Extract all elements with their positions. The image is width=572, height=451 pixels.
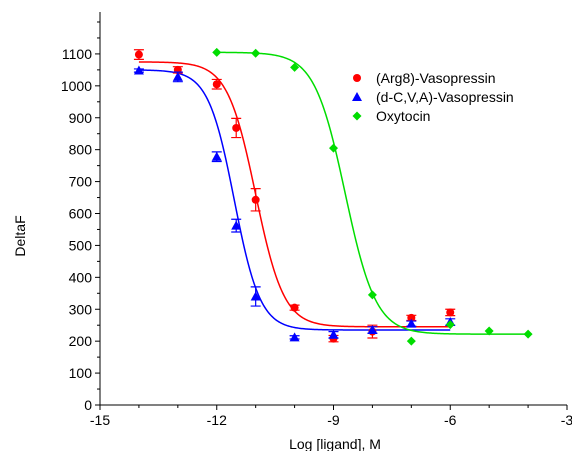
fit-curve xyxy=(138,69,451,331)
data-point xyxy=(290,62,300,72)
y-tick-label: 300 xyxy=(69,301,93,317)
x-tick-label: -15 xyxy=(90,412,110,428)
data-point xyxy=(484,326,494,336)
data-point xyxy=(290,303,299,312)
data-point xyxy=(251,195,260,204)
x-tick-label: -3 xyxy=(561,412,572,428)
data-points xyxy=(133,47,533,346)
x-tick-label: -12 xyxy=(207,412,227,428)
y-tick-label: 1000 xyxy=(61,78,92,94)
legend-label: (d-C,V,A)-Vasopressin xyxy=(376,89,514,105)
y-tick-label: 100 xyxy=(69,365,93,381)
data-point xyxy=(289,332,300,342)
data-point xyxy=(328,329,339,339)
legend-label: (Arg8)-Vasopressin xyxy=(376,70,496,86)
data-point xyxy=(232,123,241,132)
data-point xyxy=(329,143,338,153)
y-tick-label: 400 xyxy=(69,269,93,285)
y-axis-label: DeltaF xyxy=(12,215,28,256)
data-point xyxy=(406,336,416,346)
data-point xyxy=(212,80,221,89)
x-axis-label: Log [ligand], M xyxy=(289,436,381,451)
data-point xyxy=(231,220,242,230)
data-point xyxy=(211,151,222,161)
y-tick-label: 800 xyxy=(69,142,93,158)
x-tick-label: -9 xyxy=(327,412,340,428)
y-tick-label: 700 xyxy=(69,174,93,190)
legend-marker xyxy=(352,111,362,121)
y-tick-label: 500 xyxy=(69,237,93,253)
legend-marker xyxy=(353,74,361,82)
y-tick-label: 600 xyxy=(69,206,93,222)
data-point xyxy=(172,71,183,81)
data-point xyxy=(406,318,417,328)
axes: -15 -12 -9 -6 -3 0 100 200 300 400 500 600 700 800 900… xyxy=(61,12,572,428)
data-point xyxy=(250,291,261,301)
legend: (Arg8)-Vasopressin (d-C,V,A)-Vasopressin O… xyxy=(352,70,514,124)
data-point xyxy=(523,329,533,339)
y-tick-label: 0 xyxy=(84,397,92,413)
data-point xyxy=(251,48,261,58)
data-point xyxy=(133,65,144,75)
data-point xyxy=(367,290,377,300)
data-point xyxy=(212,47,222,57)
data-point xyxy=(134,50,143,59)
legend-marker xyxy=(352,92,362,101)
data-point xyxy=(407,313,416,322)
y-tick-label: 1100 xyxy=(62,46,92,62)
y-tick-label: 900 xyxy=(69,110,93,126)
data-point xyxy=(367,324,378,334)
data-point xyxy=(446,308,455,317)
x-tick-label: -6 xyxy=(444,412,457,428)
data-point xyxy=(445,320,455,330)
y-tick-label: 200 xyxy=(69,333,93,349)
legend-label: Oxytocin xyxy=(376,108,430,124)
